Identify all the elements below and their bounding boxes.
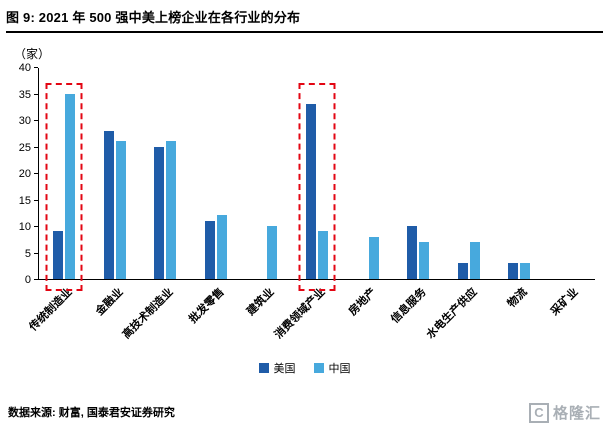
y-axis-tick-label: 30	[18, 115, 31, 127]
highlight-box	[45, 82, 83, 291]
bar-美国	[457, 263, 468, 279]
bar-pair	[254, 226, 278, 279]
x-axis-label: 建筑业	[245, 286, 278, 318]
x-axis-label: 信息服务	[389, 286, 429, 326]
bar-pair	[406, 226, 430, 279]
title-divider	[6, 31, 603, 33]
bar-中国	[318, 231, 328, 279]
bar-group: 高技术制造业	[121, 67, 191, 341]
y-axis-tick-mark	[34, 67, 38, 68]
y-axis-tick-mark	[34, 226, 38, 227]
bar-美国	[508, 263, 519, 279]
source-note: 数据来源: 财富, 国泰君安证券研究	[8, 407, 175, 419]
bar-美国	[103, 130, 114, 279]
bar-pair	[457, 241, 481, 279]
bar-pair	[356, 236, 380, 279]
x-axis-label: 物流	[505, 286, 530, 311]
bar-中国	[520, 263, 531, 279]
bar-美国	[53, 231, 64, 279]
bar-group: 金融业	[90, 67, 141, 318]
y-axis-tick-label: 20	[18, 168, 31, 180]
bar-中国	[166, 141, 177, 279]
bar-pair	[305, 104, 329, 279]
y-axis-tick-label: 10	[18, 221, 31, 233]
watermark-logo-text: 格隆汇	[552, 405, 601, 422]
bar-group: 批发零售	[187, 67, 242, 326]
bar-pair	[52, 93, 76, 279]
chart-area: 0 5 10 15 20 25 30 35 40 传统制造业 金融业 高技术制造业 批发零售 建筑业 消费…	[8, 62, 595, 341]
legend-swatch	[258, 363, 269, 373]
bar-中国	[419, 241, 430, 279]
x-axis-label: 金融业	[93, 286, 126, 318]
legend: 美国 中国	[0, 360, 609, 376]
y-axis-tick-label: 15	[18, 194, 31, 207]
y-axis-tick-label: 25	[18, 141, 31, 154]
y-axis-unit-label: （家）	[14, 47, 51, 61]
bar-中国	[65, 93, 76, 279]
watermark-logo: C 格隆汇	[528, 402, 601, 423]
x-axis-label: 高技术制造业	[120, 286, 176, 342]
bar-pair	[103, 130, 127, 279]
bar-中国	[115, 141, 126, 279]
x-axis-label: 传统制造业	[27, 286, 75, 334]
highlight-box	[298, 82, 336, 291]
y-axis-tick-mark	[34, 199, 38, 201]
bar-group: 物流	[494, 67, 545, 310]
bar-中国	[469, 241, 480, 279]
x-axis-label: 采矿业	[548, 286, 581, 318]
bar-pair	[507, 263, 531, 279]
bar-美国	[154, 146, 165, 279]
plot-area: 传统制造业 金融业 高技术制造业 批发零售 建筑业 消费领域产业 房地产 信息服务 水电生产供应…	[27, 67, 595, 341]
bar-pair	[204, 215, 228, 279]
y-axis-tick-mark	[34, 173, 38, 174]
y-axis-tick-label: 5	[24, 247, 31, 260]
y-axis: 0 5 10 15 20 25 30 35 40	[8, 62, 38, 286]
figure-title: 图 9: 2021 年 500 强中美上榜企业在各行业的分布	[6, 10, 301, 25]
x-axis-label: 消费领域产业	[272, 286, 328, 342]
x-axis-label: 水电生产供应	[424, 286, 480, 342]
legend-label: 美国	[273, 363, 296, 375]
y-axis-tick-label: 40	[18, 62, 31, 74]
bar-pair	[153, 141, 177, 279]
y-axis-tick-mark	[34, 146, 38, 148]
bar-group: 信息服务	[389, 67, 444, 326]
x-axis-label: 房地产	[346, 286, 379, 318]
bar-美国	[407, 226, 418, 279]
legend-swatch	[313, 363, 324, 373]
bar-美国	[306, 104, 316, 279]
y-axis-tick-mark	[34, 120, 38, 121]
watermark-logo-icon: C	[528, 402, 549, 423]
bar-group: 传统制造业	[27, 67, 90, 333]
bar-中国	[216, 215, 227, 279]
bar-group: 水电生产供应	[424, 67, 494, 341]
bar-美国	[204, 220, 215, 279]
bar-group: 消费领域产业	[272, 67, 343, 341]
bar-中国	[267, 226, 278, 279]
bar-中国	[368, 236, 379, 279]
y-axis-tick-mark	[34, 252, 38, 254]
y-axis-tick-mark	[34, 93, 38, 95]
bar-group: 采矿业	[544, 67, 595, 318]
legend-item: 美国	[258, 360, 296, 376]
x-axis-label: 批发零售	[186, 286, 227, 326]
y-axis-tick-label: 35	[18, 88, 31, 101]
bar-group: 房地产	[342, 67, 393, 318]
legend-label: 中国	[328, 363, 351, 375]
figure-header: 图 9: 2021 年 500 强中美上榜企业在各行业的分布	[0, 0, 609, 33]
y-axis-tick-mark	[34, 279, 38, 280]
bar-group: 建筑业	[241, 67, 292, 318]
y-axis-tick-label: 0	[24, 274, 31, 286]
legend-item: 中国	[313, 360, 351, 376]
